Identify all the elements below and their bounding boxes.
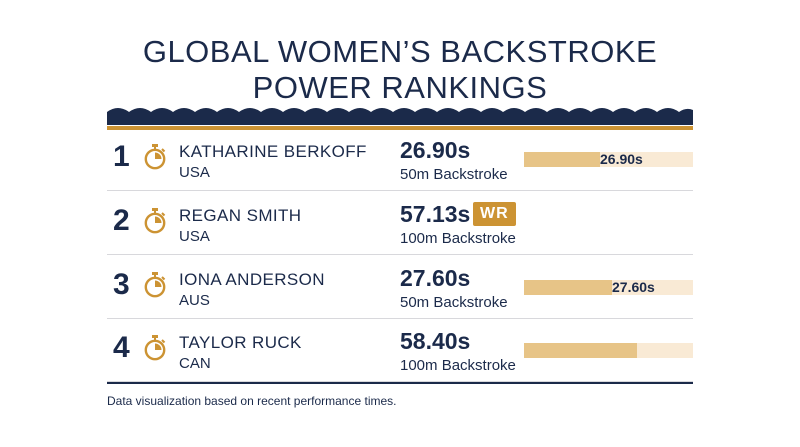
page-title: GLOBAL WOMEN’S BACKSTROKE POWER RANKINGS: [0, 34, 800, 106]
wave-band: [107, 108, 693, 125]
title-line-1: GLOBAL WOMEN’S BACKSTROKE: [142, 34, 658, 69]
time-bar-fill: [524, 343, 637, 358]
athlete-name: TAYLOR RUCK: [179, 333, 302, 352]
ranking-row: 3 IONA ANDERSON AUS 27.60s 50m Backstroke 27.…: [107, 256, 693, 319]
swim-time: 57.13s: [400, 201, 471, 227]
row-divider: [107, 381, 693, 382]
row-divider: [107, 254, 693, 255]
title-line-2: POWER RANKINGS: [252, 70, 548, 105]
swim-time: 26.90s: [400, 137, 471, 163]
event-name: 50m Backstroke: [400, 166, 508, 183]
event-name: 100m Backstroke: [400, 357, 516, 374]
athlete-name: KATHARINE BERKOFF: [179, 142, 367, 161]
athlete-country: AUS: [179, 292, 210, 309]
swim-time: 27.60s: [400, 265, 471, 291]
world-record-badge: WR: [473, 202, 516, 226]
gold-rule: [107, 126, 693, 130]
stopwatch-icon: [144, 272, 166, 298]
athlete-country: CAN: [179, 355, 211, 372]
rank-number: 3: [113, 268, 130, 301]
wave-header-decoration: [107, 108, 693, 130]
time-bar-track: [524, 343, 693, 358]
bottom-rule: [107, 382, 693, 384]
time-bar-fill: [524, 152, 600, 167]
time-bar-fill: [524, 280, 612, 295]
footnote: Data visualization based on recent perfo…: [107, 394, 397, 408]
swim-time: 58.40s: [400, 328, 471, 354]
athlete-name: IONA ANDERSON: [179, 270, 325, 289]
time-bar-track: 27.60s: [524, 280, 693, 295]
event-name: 100m Backstroke: [400, 230, 516, 247]
athlete-country: USA: [179, 164, 210, 181]
athlete-name: REGAN SMITH: [179, 206, 302, 225]
rank-number: 2: [113, 204, 130, 237]
row-divider: [107, 318, 693, 319]
stopwatch-icon: [144, 208, 166, 234]
time-bar-track: 26.90s: [524, 152, 693, 167]
time-bar-label: 27.60s: [612, 279, 655, 295]
ranking-row: 1 KATHARINE BERKOFF USA 26.90s 50m Backstrok…: [107, 128, 693, 191]
event-name: 50m Backstroke: [400, 294, 508, 311]
athlete-country: USA: [179, 228, 210, 245]
time-bar-label: 26.90s: [600, 151, 643, 167]
ranking-row: 4 TAYLOR RUCK CAN 58.40s 100m Backstroke: [107, 319, 693, 382]
stopwatch-icon: [144, 144, 166, 170]
rank-number: 1: [113, 140, 130, 173]
rank-number: 4: [113, 331, 130, 364]
ranking-row: 2 REGAN SMITH USA 57.13s 100m Backstroke WR: [107, 192, 693, 255]
row-divider: [107, 190, 693, 191]
stopwatch-icon: [144, 335, 166, 361]
